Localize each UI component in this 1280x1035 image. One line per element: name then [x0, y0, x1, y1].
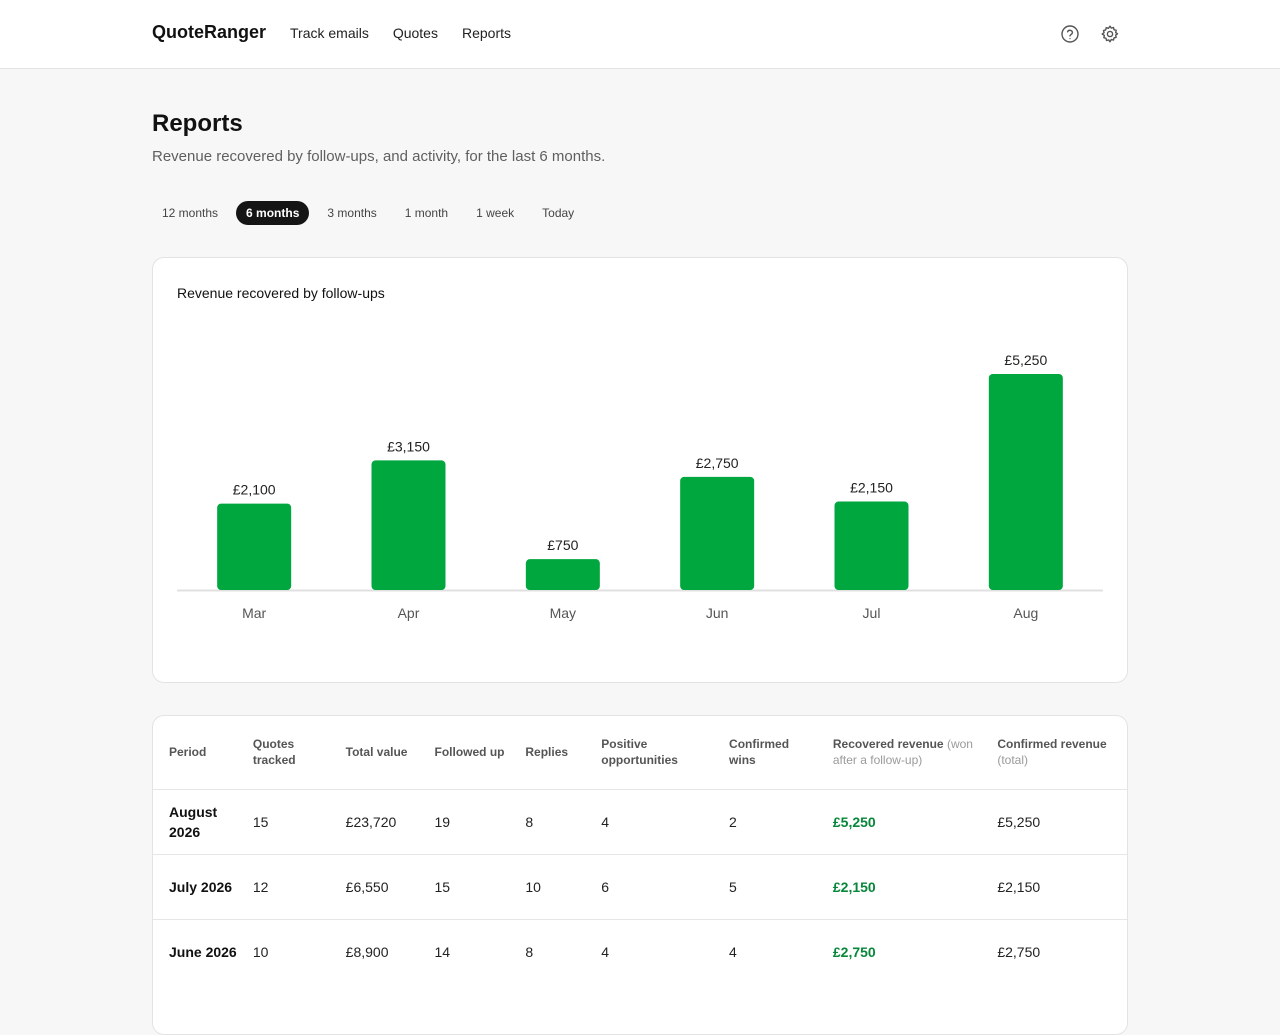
- period-option-12-months[interactable]: 12 months: [162, 206, 219, 220]
- chart-category-label: May: [550, 605, 576, 621]
- table-cell: £23,720: [337, 788, 427, 854]
- period-option-1-month[interactable]: 1 month: [404, 206, 449, 220]
- chart-title: Revenue recovered by follow-ups: [177, 285, 385, 301]
- table-cell: 10: [244, 918, 338, 984]
- column-header: Total value: [338, 716, 427, 789]
- table-cell: £2,150: [824, 853, 990, 919]
- table-cell: 19: [426, 788, 518, 854]
- column-header-label: Followed up: [434, 745, 505, 760]
- column-header: Recovered revenue (won after a follow-up…: [825, 716, 989, 789]
- table-cell: 8: [517, 788, 594, 854]
- chart-category-label: Apr: [398, 605, 420, 621]
- column-header: Quotes tracked: [245, 716, 338, 789]
- header-actions: [1060, 24, 1120, 44]
- table-cell: 14: [426, 918, 518, 984]
- period-option-today[interactable]: Today: [542, 206, 575, 220]
- period-cell: June 2026: [153, 918, 245, 984]
- column-header-label: Period: [169, 745, 207, 760]
- table-cell: £5,250: [989, 788, 1127, 854]
- column-header-label: Total value: [345, 745, 408, 760]
- column-header-label: Confirmed wins: [729, 737, 790, 768]
- main-nav: Track emails Quotes Reports: [290, 25, 511, 41]
- chart-value-label: £3,150: [387, 438, 430, 454]
- table-cell: 2: [721, 788, 825, 854]
- revenue-bar-chart: £2,100 Mar £3,150 Apr £750 May £2,750 Jun £2,150…: [177, 352, 1103, 621]
- column-header: Confirmed wins: [721, 716, 825, 789]
- period-option-3-months[interactable]: 3 months: [327, 206, 377, 220]
- chart-category-label: Aug: [1013, 605, 1038, 621]
- table-cell: £5,250: [824, 788, 990, 854]
- chart-value-label: £2,100: [233, 482, 276, 498]
- top-navigation-bar: QuoteRanger Track emails Quotes Reports: [0, 0, 1280, 69]
- table-cell: £2,150: [989, 853, 1127, 919]
- table-cell: 4: [721, 918, 825, 984]
- nav-quotes[interactable]: Quotes: [392, 25, 438, 41]
- chart-category-label: Mar: [242, 605, 266, 621]
- gear-icon[interactable]: [1100, 24, 1120, 44]
- column-header-note: (won after a follow-up): [832, 737, 973, 768]
- period-cell: August 2026: [153, 788, 245, 854]
- nav-track-emails[interactable]: Track emails: [290, 25, 369, 41]
- table-cell: 6: [593, 853, 722, 919]
- column-header-note: (total): [997, 753, 1029, 768]
- table-cell: 10: [517, 853, 594, 919]
- table-cell: 5: [721, 853, 825, 919]
- table-cell: 4: [593, 918, 722, 984]
- nav-reports[interactable]: Reports: [461, 25, 511, 41]
- chart-category-label: Jul: [863, 605, 881, 621]
- table-cell: £8,900: [337, 918, 427, 984]
- chart-value-label: £5,250: [1004, 352, 1047, 368]
- column-header: Positive opportunities: [593, 716, 721, 789]
- column-header-label: Quotes tracked: [252, 737, 296, 768]
- period-cell: July 2026: [153, 853, 245, 919]
- table-cell: £6,550: [337, 853, 427, 919]
- report-table: Period Quotes tracked Total value Followed …: [153, 716, 1127, 984]
- column-header-label: Confirmed revenue: [997, 737, 1107, 752]
- chart-bar-jul[interactable]: [834, 501, 909, 590]
- table-row[interactable]: July 2026 12 £6,550 15 10 6 5 £2,150 £2,150: [153, 853, 1127, 919]
- help-circle-icon[interactable]: [1060, 24, 1080, 44]
- chart-bar-may[interactable]: [525, 559, 600, 590]
- chart-category-label: Jun: [706, 605, 729, 621]
- table-body: August 2026 15 £23,720 19 8 4 2 £5,250 £5,250 Jul…: [153, 788, 1127, 984]
- table-cell: 8: [517, 918, 594, 984]
- chart-bar-apr[interactable]: [371, 460, 446, 590]
- period-filter: 12 months 6 months 3 months 1 month 1 we…: [152, 201, 592, 225]
- chart-bar-aug[interactable]: [988, 374, 1063, 590]
- column-header: Confirmed revenue (total): [989, 716, 1127, 789]
- table-cell: £2,750: [989, 918, 1127, 984]
- chart-value-label: £2,750: [696, 455, 739, 471]
- revenue-chart-card: £2,100 Mar £3,150 Apr £750 May £2,750 Jun £2,150…: [152, 257, 1128, 683]
- table-cell: £2,750: [824, 918, 990, 984]
- column-header-label: Positive opportunities: [601, 737, 678, 768]
- brand-logo[interactable]: QuoteRanger: [152, 22, 267, 42]
- table-header-row: Period Quotes tracked Total value Followed …: [153, 716, 1127, 789]
- column-header: Replies: [517, 716, 593, 789]
- column-header: Period: [153, 716, 245, 789]
- table-cell: 12: [244, 853, 338, 919]
- table-cell: 4: [593, 788, 722, 854]
- chart-value-label: £2,150: [850, 480, 893, 496]
- period-option-1-week[interactable]: 1 week: [476, 206, 515, 220]
- page-subtitle: Revenue recovered by follow-ups, and act…: [152, 148, 606, 165]
- chart-value-label: £750: [547, 537, 578, 553]
- page-title: Reports: [152, 110, 243, 137]
- chart-bar-jun[interactable]: [680, 476, 755, 590]
- column-header: Followed up: [427, 716, 518, 789]
- table-cell: 15: [244, 788, 338, 854]
- chart-bar-mar[interactable]: [217, 503, 292, 590]
- table-row[interactable]: August 2026 15 £23,720 19 8 4 2 £5,250 £5,250: [153, 788, 1127, 854]
- column-header-label: Replies: [525, 745, 569, 760]
- table-cell: 15: [426, 853, 518, 919]
- column-header-label: Recovered revenue: [832, 737, 944, 752]
- report-table-card: Period Quotes tracked Total value Followed …: [152, 715, 1128, 1035]
- table-row[interactable]: June 2026 10 £8,900 14 8 4 4 £2,750 £2,750: [153, 918, 1127, 984]
- period-option-6-months[interactable]: 6 months: [236, 201, 310, 225]
